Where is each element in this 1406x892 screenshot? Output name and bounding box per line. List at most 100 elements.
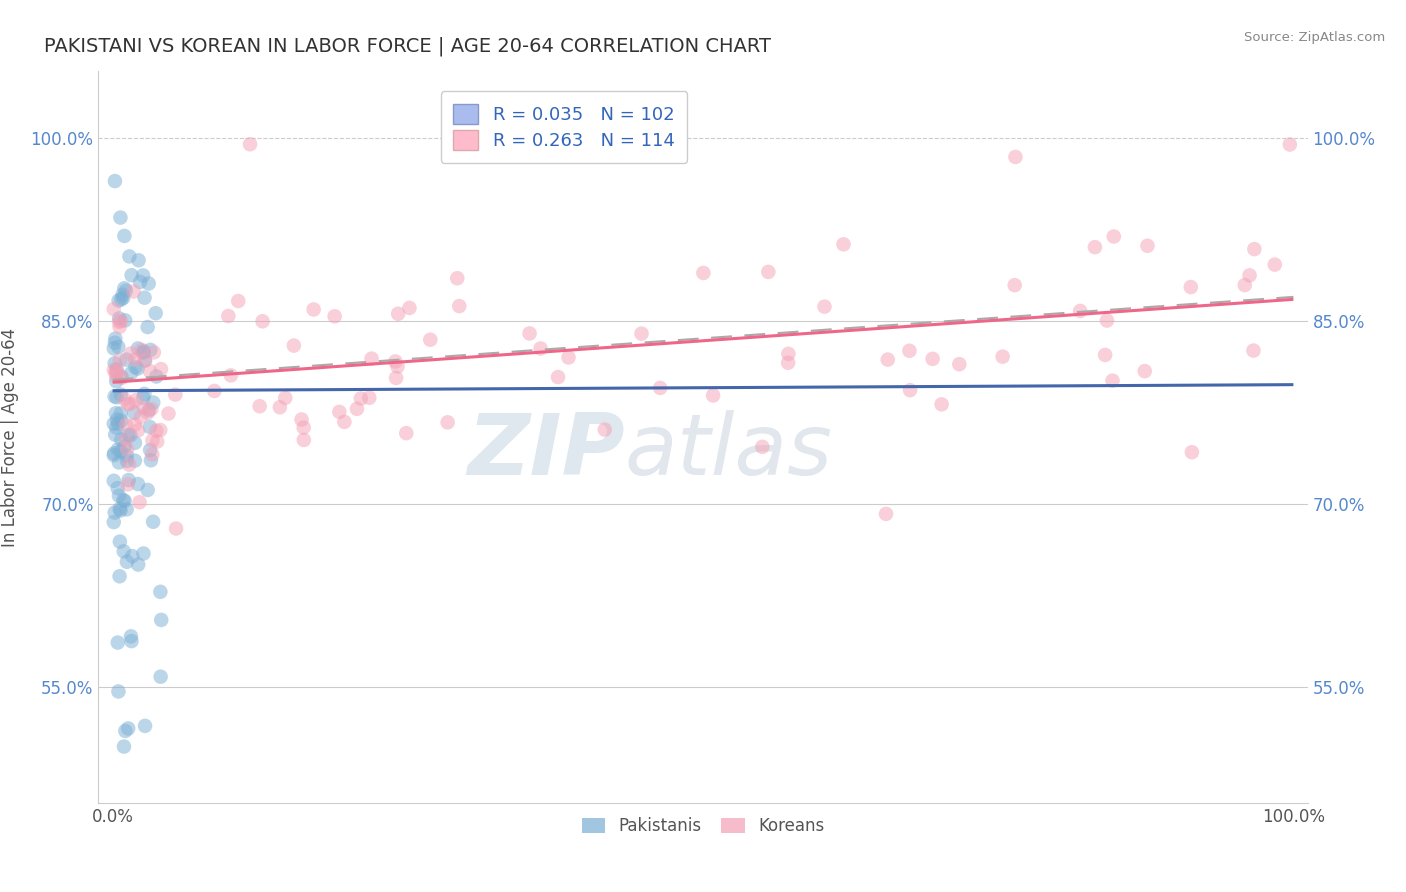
Point: [138, 403, 160, 417]
Point: [112, 291, 135, 305]
Point: [107, 442, 129, 457]
Point: [132, 345, 155, 359]
Point: [991, 350, 1014, 364]
Point: [756, 265, 779, 279]
Point: [226, 293, 249, 308]
Point: [115, 449, 138, 463]
Point: [115, 433, 138, 447]
Point: [702, 388, 724, 402]
Point: [105, 362, 128, 376]
Point: [127, 342, 149, 356]
Point: [127, 361, 149, 376]
Point: [124, 417, 146, 432]
Point: [103, 342, 125, 356]
Point: [141, 434, 163, 448]
Point: [134, 387, 156, 401]
Point: [751, 440, 773, 454]
Point: [117, 722, 139, 736]
Point: [1069, 304, 1091, 318]
Point: [110, 211, 132, 225]
Point: [346, 401, 368, 416]
Point: [108, 501, 131, 516]
Point: [239, 137, 262, 152]
Point: [110, 433, 132, 447]
Point: [104, 332, 127, 346]
Point: [1243, 242, 1265, 256]
Point: [132, 391, 155, 405]
Point: [141, 402, 163, 417]
Y-axis label: In Labor Force | Age 20-64: In Labor Force | Age 20-64: [1, 327, 20, 547]
Point: [103, 362, 125, 376]
Point: [105, 390, 128, 404]
Point: [446, 271, 468, 285]
Point: [104, 174, 127, 188]
Point: [108, 353, 131, 368]
Point: [103, 301, 125, 316]
Point: [283, 338, 305, 352]
Point: [132, 401, 155, 415]
Point: [141, 448, 163, 462]
Point: [124, 360, 146, 375]
Point: [115, 417, 138, 432]
Point: [146, 434, 169, 449]
Point: [145, 306, 167, 320]
Point: [110, 503, 132, 517]
Point: [692, 266, 714, 280]
Point: [131, 343, 153, 357]
Point: [115, 352, 138, 367]
Point: [302, 302, 325, 317]
Point: [108, 311, 131, 326]
Point: [149, 362, 172, 376]
Point: [149, 584, 172, 599]
Point: [105, 412, 128, 426]
Point: [121, 549, 143, 563]
Point: [124, 435, 146, 450]
Point: [630, 326, 652, 341]
Point: [134, 353, 156, 368]
Point: [112, 440, 135, 454]
Point: [117, 477, 139, 491]
Point: [1004, 278, 1026, 293]
Point: [134, 291, 156, 305]
Point: [387, 307, 409, 321]
Point: [110, 370, 132, 384]
Point: [107, 684, 129, 698]
Point: [110, 414, 132, 428]
Point: [138, 277, 160, 291]
Point: [139, 443, 162, 458]
Point: [112, 493, 135, 508]
Point: [650, 381, 672, 395]
Point: [121, 634, 143, 648]
Point: [110, 293, 132, 307]
Point: [519, 326, 541, 341]
Point: [120, 346, 142, 360]
Point: [111, 371, 134, 385]
Point: [165, 521, 187, 535]
Point: [105, 420, 128, 434]
Point: [110, 387, 132, 401]
Text: Source: ZipAtlas.com: Source: ZipAtlas.com: [1244, 31, 1385, 45]
Point: [136, 320, 159, 334]
Point: [104, 427, 127, 442]
Point: [150, 613, 173, 627]
Point: [139, 364, 162, 378]
Point: [436, 415, 458, 429]
Point: [104, 389, 127, 403]
Point: [132, 268, 155, 283]
Point: [115, 284, 138, 298]
Point: [125, 393, 148, 408]
Point: [108, 315, 131, 329]
Point: [118, 458, 141, 472]
Point: [112, 392, 135, 406]
Point: [120, 629, 142, 643]
Point: [249, 399, 271, 413]
Point: [165, 387, 187, 401]
Point: [121, 268, 143, 283]
Point: [832, 237, 855, 252]
Point: [359, 391, 381, 405]
Point: [120, 397, 142, 411]
Point: [104, 366, 127, 380]
Point: [139, 343, 162, 357]
Point: [1084, 240, 1107, 254]
Point: [1095, 313, 1118, 327]
